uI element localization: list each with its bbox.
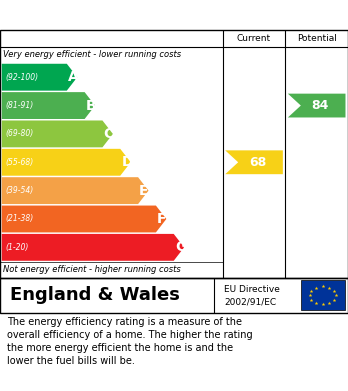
Text: (92-100): (92-100) — [5, 73, 38, 82]
Text: D: D — [121, 155, 133, 169]
Text: 2002/91/EC: 2002/91/EC — [224, 298, 277, 307]
Text: E: E — [139, 184, 149, 197]
Text: Energy Efficiency Rating: Energy Efficiency Rating — [9, 7, 219, 23]
Text: (21-38): (21-38) — [5, 215, 33, 224]
Text: 84: 84 — [311, 99, 329, 112]
Text: The energy efficiency rating is a measure of the
overall efficiency of a home. T: The energy efficiency rating is a measur… — [7, 317, 253, 366]
Text: Very energy efficient - lower running costs: Very energy efficient - lower running co… — [3, 50, 182, 59]
Text: A: A — [68, 70, 79, 84]
Text: F: F — [157, 212, 166, 226]
Polygon shape — [2, 64, 77, 91]
Text: (39-54): (39-54) — [5, 186, 33, 195]
Text: B: B — [86, 99, 96, 113]
Text: England & Wales: England & Wales — [10, 286, 180, 304]
Bar — [301, 280, 345, 310]
Text: Potential: Potential — [297, 34, 337, 43]
Text: (1-20): (1-20) — [5, 243, 29, 252]
Polygon shape — [288, 94, 346, 117]
Text: Current: Current — [237, 34, 271, 43]
Polygon shape — [225, 151, 283, 174]
Text: G: G — [175, 240, 186, 254]
Text: (55-68): (55-68) — [5, 158, 33, 167]
Text: C: C — [103, 127, 114, 141]
Polygon shape — [2, 234, 184, 261]
Polygon shape — [2, 206, 166, 232]
Polygon shape — [2, 149, 131, 176]
Text: EU Directive: EU Directive — [224, 285, 280, 294]
Text: (69-80): (69-80) — [5, 129, 33, 138]
Text: 68: 68 — [249, 156, 266, 169]
Polygon shape — [2, 92, 95, 119]
Text: Not energy efficient - higher running costs: Not energy efficient - higher running co… — [3, 265, 181, 274]
Text: (81-91): (81-91) — [5, 101, 33, 110]
Polygon shape — [2, 177, 149, 204]
Polygon shape — [2, 120, 113, 147]
